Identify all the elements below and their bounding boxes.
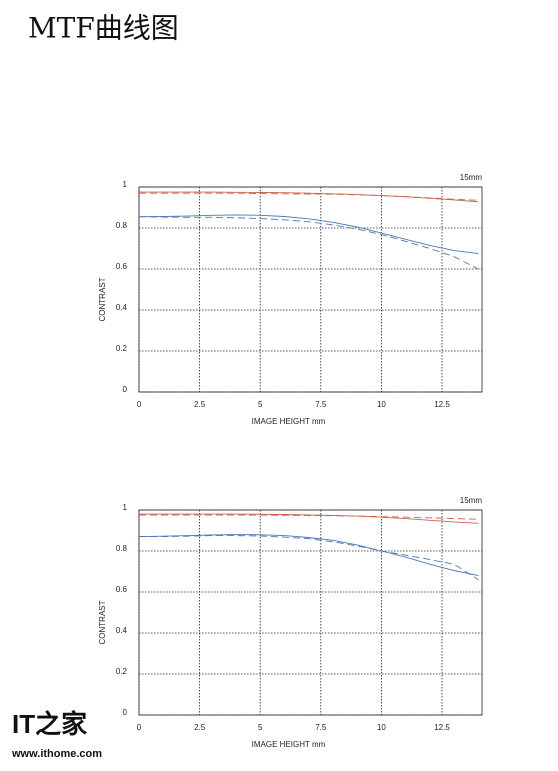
- x-tick-label: 12.5: [434, 723, 450, 732]
- watermark-url: www.ithome.com: [11, 748, 102, 760]
- y-tick-label: 0.4: [116, 303, 128, 312]
- x-tick-label: 2.5: [194, 723, 206, 732]
- plot-frame: [138, 186, 483, 393]
- x-axis-label: IMAGE HEIGHT mm: [252, 740, 326, 749]
- y-tick-label: 1: [123, 180, 128, 189]
- x-axis-label: IMAGE HEIGHT mm: [252, 417, 326, 426]
- mtf-line: [138, 214, 479, 255]
- y-tick-label: 0: [123, 708, 128, 717]
- mtf-line: [139, 513, 479, 524]
- y-tick-label: 1: [123, 503, 128, 512]
- x-tick-label: 10: [377, 723, 386, 732]
- x-tick-label: 10: [377, 400, 386, 409]
- y-tick-label: 0.6: [116, 262, 128, 271]
- y-axis-label: CONTRAST: [98, 277, 107, 321]
- y-tick-label: 0.6: [116, 585, 128, 594]
- mtf-line: [138, 216, 479, 270]
- y-tick-label: 0.2: [116, 667, 128, 676]
- x-tick-label: 7.5: [315, 400, 327, 409]
- mtf-line: [139, 514, 479, 520]
- annotation: 15mm: [460, 173, 483, 182]
- y-tick-label: 0.4: [116, 626, 128, 635]
- mtf-line: [139, 535, 479, 581]
- x-tick-label: 7.5: [315, 723, 327, 732]
- y-tick-label: 0: [123, 385, 128, 394]
- x-tick-label: 5: [258, 723, 263, 732]
- y-axis-label: CONTRAST: [98, 600, 107, 644]
- page-title: MTF曲线图: [28, 12, 179, 45]
- watermark-logo: IT之家: [12, 709, 87, 739]
- y-tick-label: 0.8: [116, 221, 128, 230]
- mtf-line: [139, 191, 479, 203]
- plot-frame: [138, 509, 483, 716]
- mtf-line: [139, 192, 479, 201]
- annotation: 15mm: [460, 496, 483, 505]
- x-tick-label: 0: [137, 400, 142, 409]
- y-tick-label: 0.8: [116, 544, 128, 553]
- mtf-line: [138, 534, 479, 577]
- y-tick-label: 0.2: [116, 344, 128, 353]
- x-tick-label: 5: [258, 400, 263, 409]
- x-tick-label: 2.5: [194, 400, 206, 409]
- x-tick-label: 0: [137, 723, 142, 732]
- x-tick-label: 12.5: [434, 400, 450, 409]
